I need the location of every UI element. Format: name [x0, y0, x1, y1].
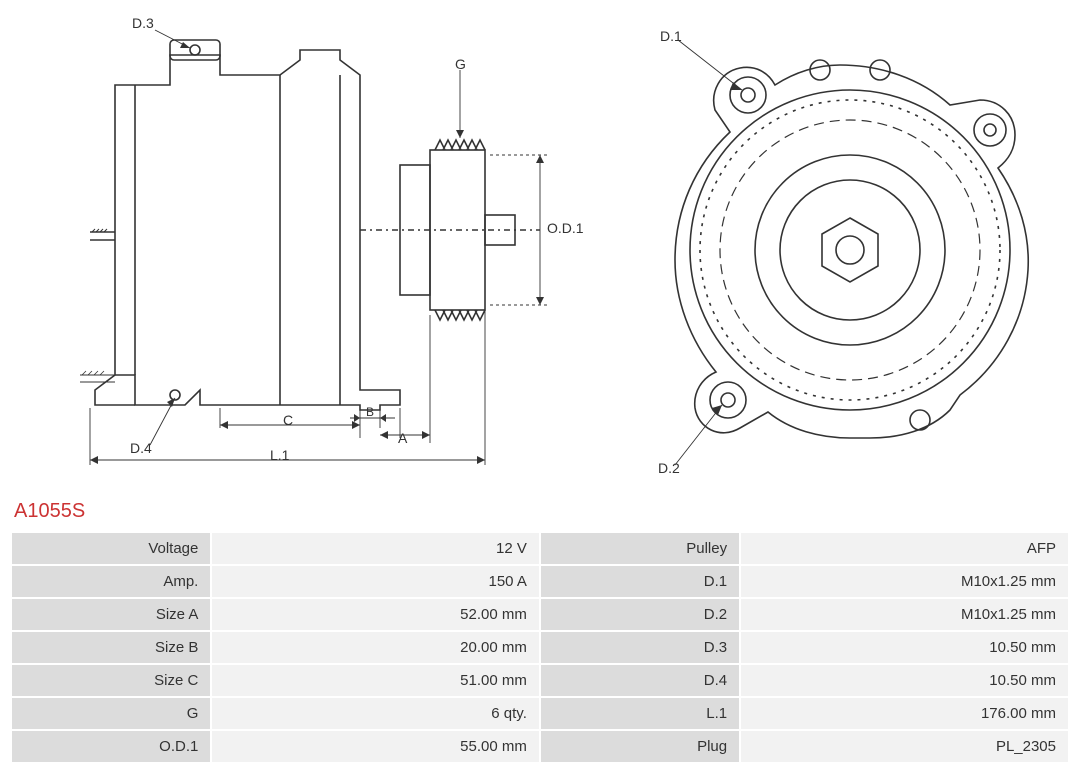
spec-label: Size A	[12, 599, 210, 630]
spec-label: O.D.1	[12, 731, 210, 762]
table-row: Amp.150 AD.1M10x1.25 mm	[12, 566, 1068, 597]
label-c: C	[283, 412, 293, 428]
spec-value: 20.00 mm	[212, 632, 539, 663]
spec-label: D.1	[541, 566, 739, 597]
table-row: Voltage12 VPulleyAFP	[12, 533, 1068, 564]
label-l1: L.1	[270, 447, 289, 463]
spec-label: D.3	[541, 632, 739, 663]
spec-value: 55.00 mm	[212, 731, 539, 762]
part-number: A1055S	[14, 500, 1070, 523]
spec-value: 150 A	[212, 566, 539, 597]
side-view-diagram: D.3 D.4 G O.D.1 A B C L.1	[60, 10, 580, 480]
diagram-area: D.3 D.4 G O.D.1 A B C L.1	[10, 10, 1070, 480]
table-row: Size B20.00 mmD.310.50 mm	[12, 632, 1068, 663]
spec-value: M10x1.25 mm	[741, 566, 1068, 597]
spec-label: Size B	[12, 632, 210, 663]
spec-label: Voltage	[12, 533, 210, 564]
label-a: A	[398, 430, 407, 446]
spec-value: 10.50 mm	[741, 665, 1068, 696]
spec-label: G	[12, 698, 210, 729]
spec-value: 10.50 mm	[741, 632, 1068, 663]
table-row: O.D.155.00 mmPlugPL_2305	[12, 731, 1068, 762]
spec-label: L.1	[541, 698, 739, 729]
spec-value: 6 qty.	[212, 698, 539, 729]
spec-label: D.2	[541, 599, 739, 630]
spec-value: AFP	[741, 533, 1068, 564]
spec-value: 52.00 mm	[212, 599, 539, 630]
spec-value: 12 V	[212, 533, 539, 564]
spec-label: Amp.	[12, 566, 210, 597]
spec-label: Size C	[12, 665, 210, 696]
spec-label: Pulley	[541, 533, 739, 564]
spec-value: 51.00 mm	[212, 665, 539, 696]
label-d1: D.1	[660, 28, 682, 44]
spec-label: Plug	[541, 731, 739, 762]
table-row: Size A52.00 mmD.2M10x1.25 mm	[12, 599, 1068, 630]
label-od1: O.D.1	[547, 220, 584, 236]
table-row: G6 qty.L.1176.00 mm	[12, 698, 1068, 729]
front-view-diagram: D.1 D.2	[620, 10, 1060, 480]
spec-label: D.4	[541, 665, 739, 696]
label-g: G	[455, 56, 466, 72]
table-row: Size C51.00 mmD.410.50 mm	[12, 665, 1068, 696]
side-view-svg	[60, 10, 580, 480]
label-d3: D.3	[132, 15, 154, 31]
spec-value: M10x1.25 mm	[741, 599, 1068, 630]
spec-value: 176.00 mm	[741, 698, 1068, 729]
spec-value: PL_2305	[741, 731, 1068, 762]
label-b: B	[366, 405, 374, 419]
specs-table: Voltage12 VPulleyAFPAmp.150 AD.1M10x1.25…	[10, 531, 1070, 764]
label-d2: D.2	[658, 460, 680, 476]
front-view-svg	[620, 10, 1060, 480]
label-d4: D.4	[130, 440, 152, 456]
